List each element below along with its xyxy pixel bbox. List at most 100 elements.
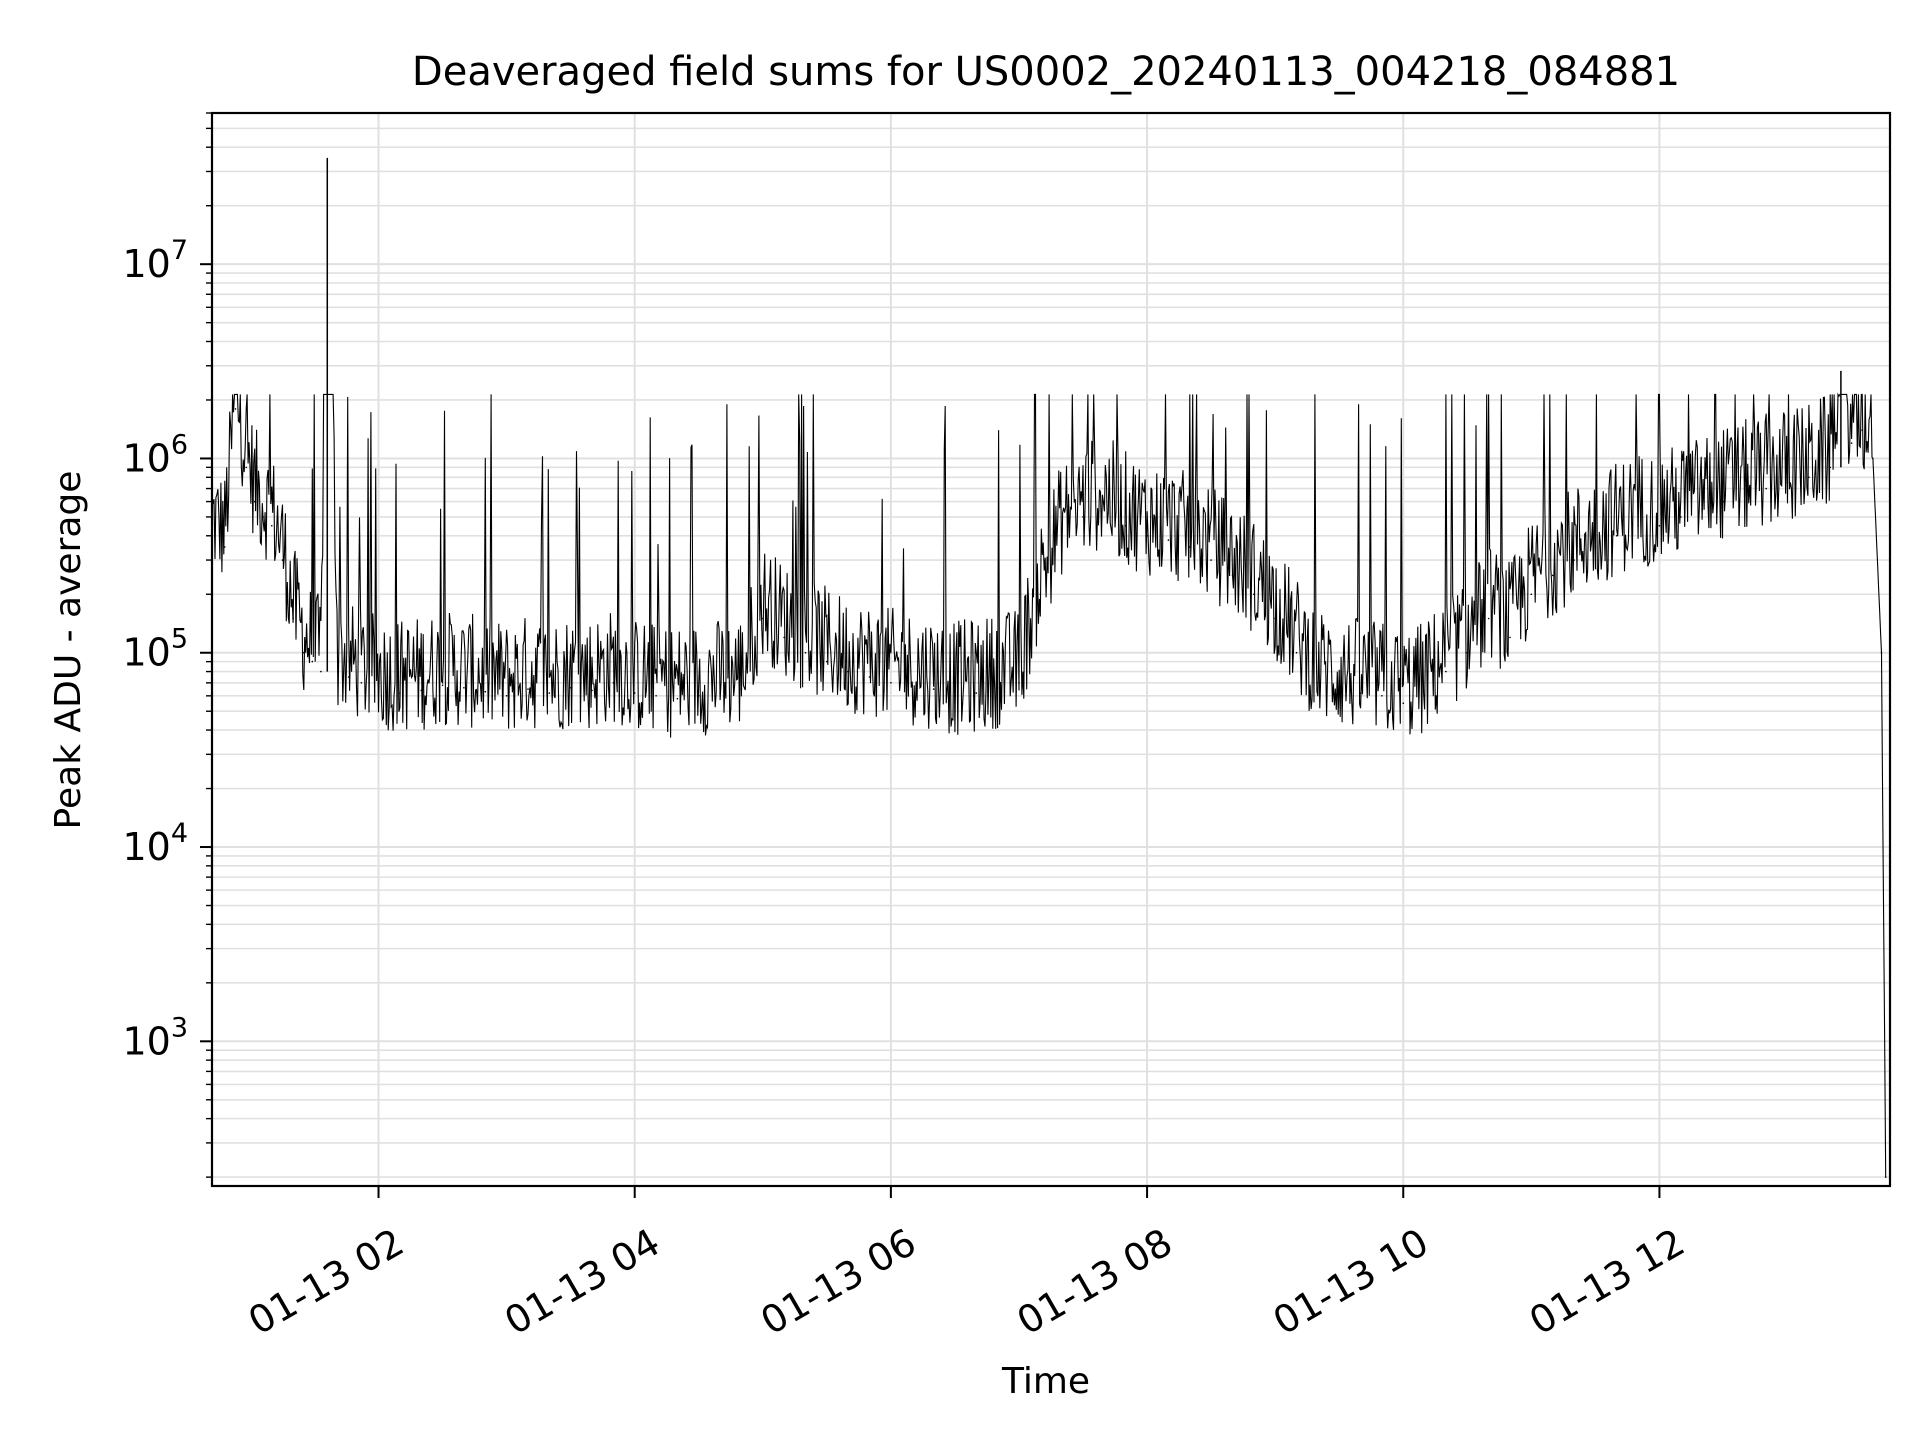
series-point: [591, 689, 593, 692]
series-point: [420, 689, 423, 692]
series-point: [1872, 457, 1874, 460]
series-point: [655, 695, 657, 697]
series-point: [1423, 695, 1426, 697]
series-point: [783, 636, 785, 639]
series-point: [1103, 508, 1106, 510]
series-point: [1317, 682, 1319, 684]
series-point: [1295, 651, 1298, 654]
series-point: [697, 695, 700, 697]
series-point: [527, 688, 529, 690]
series-point: [676, 697, 679, 700]
series-point: [1231, 574, 1234, 577]
series-point: [612, 682, 615, 684]
series-point: [1744, 494, 1746, 496]
series-point: [1530, 593, 1533, 596]
series-point: [762, 617, 764, 620]
series-point: [505, 695, 508, 697]
series-line: [211, 392, 1887, 1178]
series-point: [975, 692, 978, 694]
series-line-group: [211, 157, 1887, 1178]
series-point: [1765, 487, 1767, 490]
series-point: [1786, 481, 1789, 484]
chart-title: Deaveraged field sums for US0002_2024011…: [412, 49, 1680, 95]
series-point: [1039, 593, 1042, 596]
series-point: [719, 692, 721, 694]
series-point: [890, 682, 892, 684]
series-point: [1274, 617, 1276, 620]
series-point: [1146, 535, 1148, 537]
series-point: [1658, 525, 1661, 527]
series-point: [1884, 1176, 1887, 1178]
series-point: [1680, 516, 1682, 518]
series-point: [1880, 651, 1883, 654]
series-point: [954, 695, 956, 697]
series-point: [281, 559, 284, 561]
series-point: [360, 682, 363, 684]
series-point: [311, 660, 314, 663]
series-point: [847, 670, 849, 673]
series-point: [1060, 535, 1063, 537]
series-point: [337, 670, 339, 673]
y-tick-label: 106: [122, 429, 188, 480]
series-point: [441, 684, 444, 687]
series-point: [804, 651, 807, 654]
y-tick-label: 104: [122, 818, 188, 869]
series-point: [1573, 559, 1575, 561]
series-point: [484, 690, 487, 693]
series-point: [262, 516, 265, 518]
series-point: [826, 660, 828, 663]
series-point: [1509, 636, 1511, 639]
series-point: [234, 408, 237, 410]
y-tick-label: 107: [122, 235, 188, 286]
series-point: [292, 617, 294, 620]
series-point: [868, 676, 871, 678]
series-point: [1701, 508, 1703, 510]
series-point: [1466, 651, 1469, 654]
series-point: [224, 546, 226, 548]
series-point: [1861, 429, 1863, 431]
series-point: [1167, 539, 1170, 541]
series-point: [1551, 574, 1554, 577]
series-point: [932, 688, 935, 690]
series-point: [548, 692, 551, 694]
y-axis-label: Peak ADU - average: [48, 471, 89, 830]
series-point: [1615, 535, 1618, 537]
series-point: [377, 688, 380, 690]
series-point: [1445, 670, 1447, 673]
series-point: [1381, 695, 1383, 697]
grid-lines: [212, 112, 1890, 1186]
series-point: [253, 500, 256, 503]
series-point: [740, 688, 743, 690]
series-point: [569, 687, 572, 689]
series-point: [996, 687, 999, 689]
y-axis-ticks: 103 104 105 106 107: [122, 112, 212, 1178]
series-point: [1210, 559, 1212, 561]
series-noise-trace: [211, 392, 1887, 1178]
series-point: [1082, 516, 1084, 518]
series-point: [463, 687, 465, 689]
series-point: [1338, 688, 1340, 690]
series-point: [1487, 617, 1490, 620]
series-point: [1722, 500, 1725, 503]
series-point: [1124, 525, 1127, 527]
y-tick-label: 105: [122, 624, 188, 675]
series-point: [245, 466, 247, 469]
series-point: [347, 676, 350, 678]
series-point: [1018, 682, 1020, 684]
series-point: [911, 684, 913, 687]
series-point: [320, 670, 322, 673]
series-point: [1808, 476, 1810, 479]
series-point: [1829, 466, 1831, 469]
series-point: [303, 651, 305, 654]
plot-area-frame: [210, 111, 1892, 1188]
series-point: [1402, 702, 1405, 704]
series-point: [1189, 546, 1191, 548]
series-point: [1253, 593, 1255, 596]
x-axis-label: Time: [1001, 1361, 1090, 1402]
y-tick-label: 103: [122, 1012, 188, 1063]
series-point: [1594, 546, 1597, 548]
series-point: [1850, 442, 1853, 444]
